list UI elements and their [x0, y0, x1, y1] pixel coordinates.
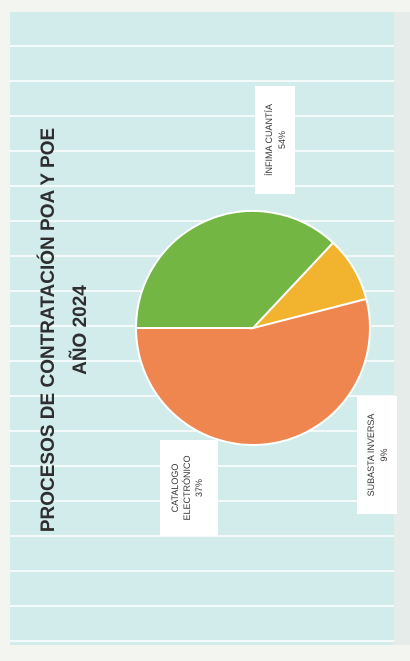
data-label-subasta-inversa: SUBASTA INVERSA 9%: [357, 396, 397, 514]
label-box: [357, 396, 397, 514]
data-label-catalogo-electronico: CATALOGO ELECTRÓNICO 37%: [160, 440, 218, 536]
title-line-1: PROCESOS DE CONTRATACIÓN POA Y POE: [37, 128, 59, 532]
data-label-infima-cuantia: ÍNFIMA CUANTÍA 54%: [255, 86, 295, 194]
label-box: [160, 440, 218, 536]
label-name: SUBASTA INVERSA: [366, 414, 376, 497]
chart-title: PROCESOS DE CONTRATACIÓN POA Y POE AÑO 2…: [37, 128, 91, 532]
pie-slice-infima-cuantia: [134, 297, 371, 447]
label-percent: 54%: [277, 131, 287, 149]
label-percent: 9%: [379, 448, 389, 461]
label-name-line-2: ELECTRÓNICO: [182, 455, 192, 520]
panel-edge: [394, 12, 410, 645]
pie-slice-catalogo-electronico: [134, 210, 335, 329]
label-name: ÍNFIMA CUANTÍA: [264, 104, 274, 176]
pie-slices: [134, 210, 371, 447]
label-name-line-1: CATALOGO: [170, 464, 180, 513]
label-box: [255, 86, 295, 194]
title-line-2: AÑO 2024: [69, 285, 91, 375]
label-percent: 37%: [194, 479, 204, 497]
